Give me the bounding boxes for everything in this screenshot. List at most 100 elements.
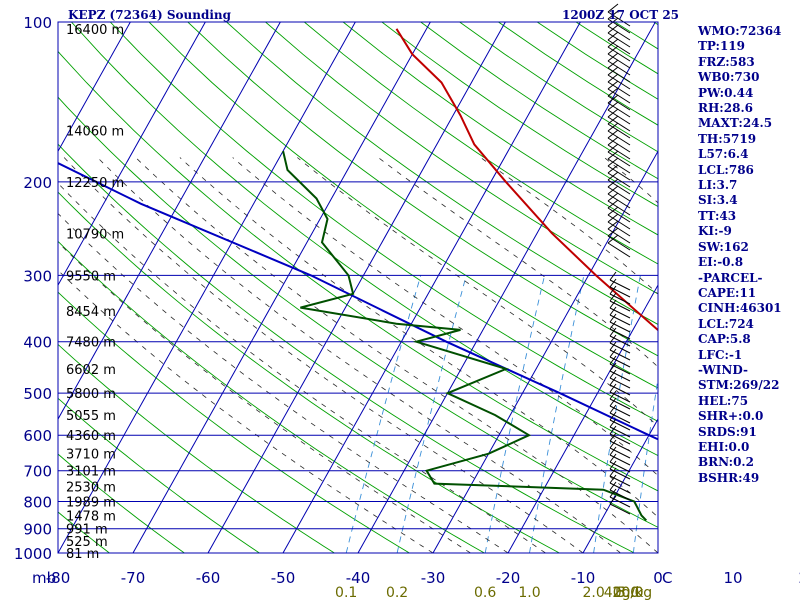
moist-adiabat xyxy=(377,157,658,368)
temperature-tick-label: 0 xyxy=(653,569,663,587)
wind-barb xyxy=(607,66,619,76)
height-label: 14060 m xyxy=(66,124,124,139)
wind-barb xyxy=(609,376,617,386)
wind-barb xyxy=(607,234,619,244)
temperature-tick-label: -70 xyxy=(121,569,146,587)
temperature-tick-label: -80 xyxy=(46,569,71,587)
temperature-line xyxy=(395,28,658,332)
wind-barb xyxy=(609,342,631,354)
wind-barb xyxy=(607,171,619,181)
height-label: 7480 m xyxy=(66,336,116,351)
wind-barb xyxy=(607,102,631,118)
index-line: EI:-0.8 xyxy=(698,255,744,270)
wind-barb xyxy=(607,73,619,83)
mixing-ratio-label: 2.0 xyxy=(583,585,605,600)
wind-barb xyxy=(607,165,631,181)
wind-barb xyxy=(609,426,631,438)
wind-barb xyxy=(609,418,617,428)
index-line: BRN:0.2 xyxy=(698,455,754,470)
wind-barb xyxy=(607,130,631,146)
dry-adiabat xyxy=(58,343,335,553)
wind-barb xyxy=(609,362,617,372)
pressure-axis-unit: mb xyxy=(32,569,56,587)
wind-barb xyxy=(607,122,619,132)
pressure-tick-label: 900 xyxy=(23,521,52,539)
wind-barb xyxy=(607,81,631,97)
height-label: 12250 m xyxy=(66,176,124,191)
wind-barb xyxy=(607,115,619,125)
wind-barb xyxy=(609,439,617,449)
wind-barb xyxy=(609,398,631,410)
index-line: KI:-9 xyxy=(698,224,732,239)
temperature-tick-label: -60 xyxy=(196,569,221,587)
wind-barb xyxy=(607,172,631,188)
dry-adiabat xyxy=(71,22,658,457)
height-label: 991 m xyxy=(66,523,108,538)
moist-adiabat xyxy=(179,157,658,518)
wind-barb xyxy=(609,489,631,501)
dry-adiabat xyxy=(58,240,485,553)
wind-barb xyxy=(609,314,631,326)
wind-barb xyxy=(609,391,631,403)
dry-adiabat xyxy=(58,191,560,553)
wind-barb xyxy=(607,87,619,97)
wind-barb xyxy=(609,496,631,508)
wind-barb xyxy=(609,306,617,316)
wind-barb xyxy=(607,32,631,48)
isotherm xyxy=(58,22,131,153)
mixing-ratio-line xyxy=(345,275,422,553)
dry-adiabat xyxy=(109,22,658,422)
temperature-tick-label: -30 xyxy=(421,569,446,587)
pressure-tick-label: 600 xyxy=(23,427,52,445)
wind-barb xyxy=(609,363,631,375)
wind-barb xyxy=(607,101,619,111)
wind-barb xyxy=(607,157,619,167)
moist-adiabat xyxy=(58,182,546,553)
height-label: 4360 m xyxy=(66,429,116,444)
wind-barb xyxy=(607,207,631,223)
wind-barb xyxy=(607,116,631,132)
mixing-ratio-label: 0.1 xyxy=(335,585,357,600)
wind-barb xyxy=(609,432,617,442)
height-label: 8454 m xyxy=(66,305,116,320)
dry-adiabat xyxy=(226,22,658,325)
wind-barb xyxy=(607,10,619,20)
mixing-ratio-line xyxy=(484,275,546,553)
dry-adiabat xyxy=(58,397,260,553)
wind-barb xyxy=(607,24,619,34)
wind-barb xyxy=(607,53,631,69)
height-label: 3101 m xyxy=(66,465,116,480)
temperature-tick-label: -10 xyxy=(571,569,596,587)
wind-barb xyxy=(609,271,617,281)
wind-barb xyxy=(607,235,631,251)
wind-barb xyxy=(609,433,631,445)
wind-barb xyxy=(609,397,617,407)
wind-barb xyxy=(609,299,617,309)
height-label: 16400 m xyxy=(66,23,124,38)
wind-barb xyxy=(609,300,631,312)
wind-barb xyxy=(607,228,631,244)
wind-barb xyxy=(609,313,617,323)
wind-barb xyxy=(607,67,631,83)
index-line: CINH:46301 xyxy=(698,301,782,316)
wind-barb xyxy=(609,447,631,459)
wind-barb xyxy=(607,25,631,41)
index-line: WMO:72364 xyxy=(698,24,782,38)
index-line: EHI:0.0 xyxy=(698,439,750,454)
moist-adiabat xyxy=(58,212,509,553)
height-label: 6602 m xyxy=(66,363,116,378)
mixing-ratio-label: 20.0 xyxy=(612,585,643,600)
height-label: 2530 m xyxy=(66,481,116,496)
moist-adiabat xyxy=(135,157,658,553)
wind-barb xyxy=(607,52,619,62)
temperature-tick-label: 10 xyxy=(723,569,742,587)
wind-barb xyxy=(607,59,619,69)
wind-barb xyxy=(607,186,631,202)
wind-barb xyxy=(609,292,617,302)
wind-barb xyxy=(607,179,631,195)
index-line: LCL:786 xyxy=(698,162,754,177)
wind-barb xyxy=(607,242,631,258)
wind-barb xyxy=(609,369,617,379)
wind-barb xyxy=(609,377,631,389)
